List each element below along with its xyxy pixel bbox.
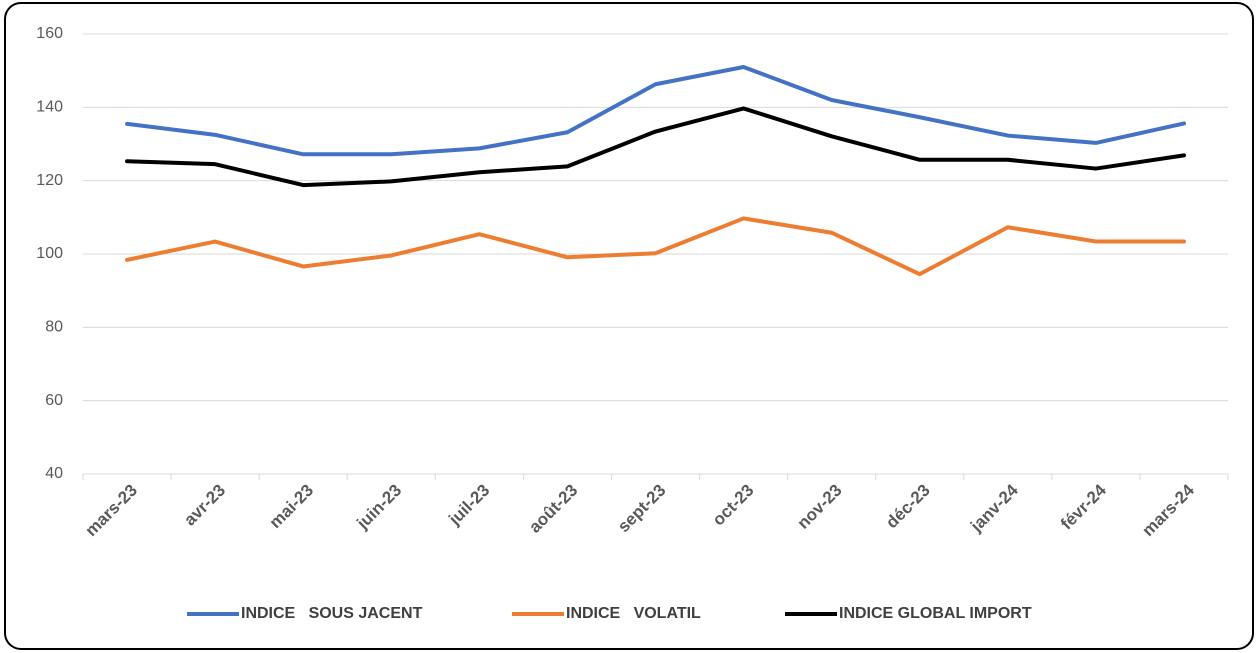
y-tick-label: 40 [45,465,63,482]
legend-label: INDICE SOUS JACENT [241,605,423,622]
line-series [125,106,1186,188]
y-tick-label: 120 [36,172,63,189]
chart-frame [4,2,1254,650]
y-tick-label: 60 [45,392,63,409]
legend-label: INDICE VOLATIL [566,605,701,622]
line-series [125,65,1186,157]
line-series [125,216,1186,277]
y-tick-label: 160 [36,25,63,42]
y-tick-label: 100 [36,245,63,262]
y-tick-label: 140 [36,99,63,116]
legend-label: INDICE GLOBAL IMPORT [839,605,1032,622]
y-tick-label: 80 [45,319,63,336]
